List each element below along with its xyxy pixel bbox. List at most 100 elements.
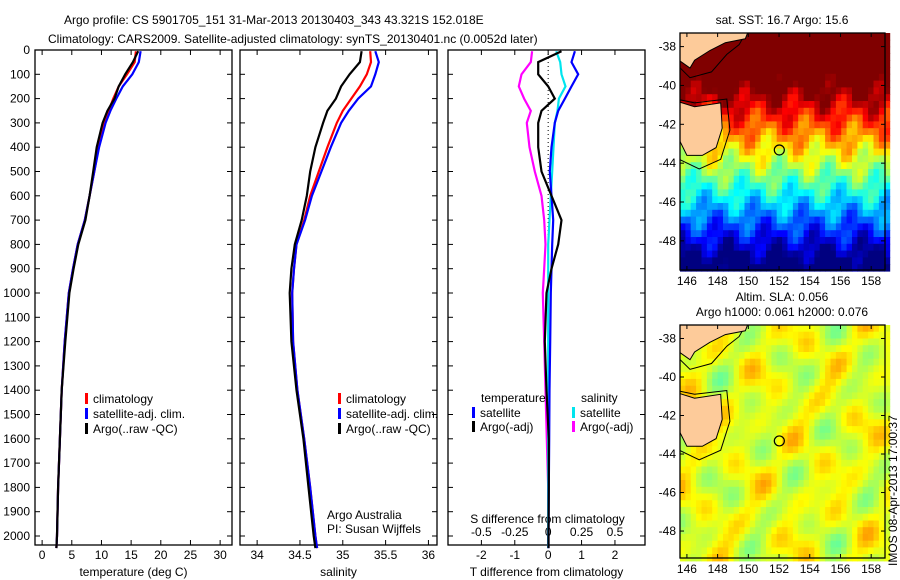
map-cell: [749, 87, 756, 95]
map-cell: [830, 114, 837, 122]
map-cell: [857, 264, 864, 272]
map-cell: [776, 459, 783, 468]
map-cell: [766, 446, 772, 454]
map-cell: [835, 419, 842, 427]
map-cell: [835, 223, 842, 231]
map-cell: [862, 94, 869, 102]
map-cell: [803, 216, 810, 224]
map-cell: [857, 439, 864, 447]
map-cell: [798, 365, 805, 373]
map-cell: [862, 216, 869, 224]
map-cell: [690, 486, 697, 495]
map-cell: [787, 493, 794, 501]
map-cell: [830, 507, 837, 515]
map-cell: [803, 87, 810, 95]
map-cell: [690, 480, 697, 488]
map-cell: [760, 392, 767, 400]
map-cell: [868, 189, 875, 197]
map-cell: [771, 480, 778, 488]
map-cell: [728, 507, 735, 515]
depth-tick-label: 900: [10, 262, 30, 276]
map-cell: [723, 53, 729, 61]
map-cell: [830, 540, 837, 548]
map-cell: [782, 46, 789, 54]
map-cell: [787, 169, 794, 177]
map-cell: [792, 60, 799, 68]
map-cell: [841, 67, 848, 75]
map-cell: [685, 264, 692, 272]
map-cell: [782, 365, 789, 373]
map-cell: [685, 365, 692, 373]
map-cell: [809, 466, 815, 474]
map-cell: [771, 520, 778, 528]
map-cell: [771, 33, 778, 41]
map-cell: [787, 39, 794, 48]
map-cell: [766, 135, 772, 143]
lat-tick-label: -38: [659, 331, 677, 345]
map-cell: [873, 513, 880, 521]
map-cell: [755, 473, 762, 481]
map-cell: [782, 155, 789, 163]
map-cell: [760, 216, 767, 224]
map-cell: [809, 162, 815, 170]
map-cell: [798, 331, 805, 339]
map-cell: [868, 540, 875, 548]
map-cell: [814, 453, 821, 461]
map-cell: [782, 426, 789, 434]
lon-tick-label: 156: [830, 274, 850, 288]
map-cell: [803, 392, 810, 400]
map-cell: [884, 203, 891, 211]
map-cell: [696, 473, 703, 481]
map-cell: [766, 533, 772, 542]
map-cell: [819, 547, 826, 555]
map-cell: [862, 345, 869, 353]
map-cell: [868, 196, 875, 204]
map-cell: [825, 216, 832, 224]
depth-tick-label: 800: [10, 237, 30, 251]
map-cell: [766, 87, 772, 95]
map-cell: [852, 533, 858, 542]
map-cell: [749, 175, 756, 184]
map-cell: [884, 419, 891, 427]
map-cell: [744, 507, 751, 515]
map-cell: [776, 513, 783, 521]
map-cell: [809, 209, 815, 218]
map-cell: [819, 399, 826, 407]
map-cell: [835, 39, 842, 48]
series-line-argo-raw-qc-: [288, 51, 363, 549]
map-cell: [803, 325, 810, 333]
map-cell: [809, 446, 815, 454]
map-cell: [841, 412, 848, 420]
map-cell: [835, 87, 842, 95]
map-cell: [776, 527, 783, 535]
map-cell: [862, 196, 869, 204]
map-cell: [819, 175, 826, 184]
map-cell: [685, 446, 692, 454]
map-cell: [728, 453, 735, 461]
map-cell: [739, 412, 746, 420]
map-cell: [787, 237, 794, 245]
map-cell: [852, 540, 858, 548]
map-cell: [690, 547, 697, 555]
map-cell: [723, 466, 729, 474]
map-cell: [739, 67, 746, 75]
map-cell: [814, 547, 821, 555]
map-cell: [884, 439, 891, 447]
map-cell: [733, 520, 740, 528]
map-cell: [744, 250, 751, 258]
map-cell: [771, 446, 778, 454]
map-cell: [841, 182, 848, 190]
map-cell: [733, 432, 740, 441]
map-cell: [862, 257, 869, 265]
map-cell: [706, 466, 713, 474]
map-cell: [787, 527, 794, 535]
map-cell: [857, 67, 864, 75]
legend-swatch: [572, 421, 575, 432]
map-cell: [744, 358, 751, 366]
map-cell: [728, 540, 735, 548]
map-cell: [884, 121, 891, 129]
map-cell: [685, 486, 692, 495]
map-cell: [787, 399, 794, 407]
map-cell: [728, 331, 735, 339]
map-cell: [884, 169, 891, 177]
